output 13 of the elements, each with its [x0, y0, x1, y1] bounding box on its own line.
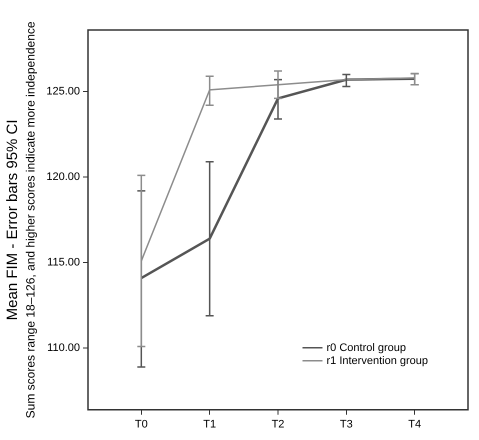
y-tick-label: 125.00 [46, 86, 80, 98]
y-tick-label: 110.00 [47, 342, 80, 354]
x-tick-label: T4 [408, 418, 422, 430]
y-tick-label: 120.00 [46, 171, 80, 184]
legend-label: r0 Control group [326, 342, 406, 354]
y-tick-label: 115.00 [47, 256, 80, 269]
x-tick-label: T2 [272, 418, 284, 430]
text: Sum scores range 18–126, and higher scores indicate more independence [23, 21, 38, 418]
x-tick-label: T3 [340, 418, 353, 430]
y-axis-title: Mean FIM - Error bars 95% CI [4, 119, 22, 320]
legend-label: r1 Intervention group [326, 354, 428, 367]
x-tick-label: T0 [134, 418, 148, 430]
x-tick-label: T1 [203, 418, 216, 430]
